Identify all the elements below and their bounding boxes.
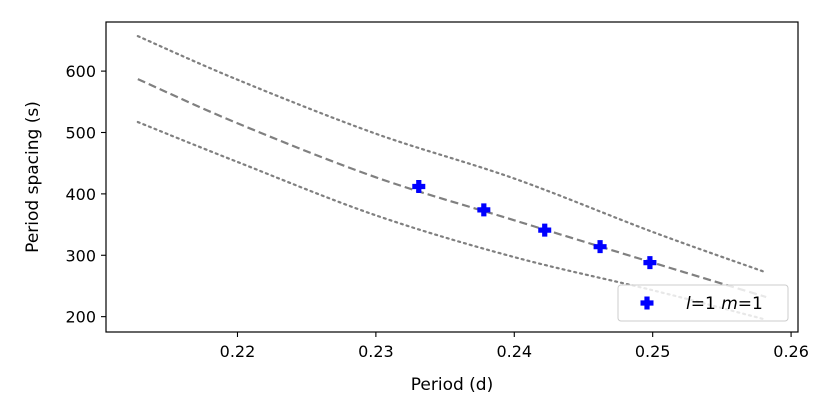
x-tick-label: 0.22 (220, 342, 256, 361)
y-tick-label: 300 (65, 246, 96, 265)
legend-l-value: =1 (691, 294, 721, 314)
data-point (412, 180, 426, 194)
legend-m-symbol: m (721, 294, 738, 314)
legend: l=1 m=1 (617, 284, 789, 322)
x-axis-ticks: 0.22 0.23 0.24 0.25 0.26 (220, 332, 809, 361)
x-tick-label: 0.26 (773, 342, 809, 361)
data-points (412, 180, 657, 270)
y-axis-ticks: 200 300 400 500 600 (65, 62, 106, 327)
model-line-dotted-0 (136, 35, 768, 274)
x-tick-label: 0.24 (496, 342, 532, 361)
data-point (593, 240, 607, 254)
y-tick-label: 400 (65, 185, 96, 204)
legend-plus-icon (640, 296, 654, 310)
x-tick-label: 0.25 (635, 342, 671, 361)
y-axis-label: Period spacing (s) (23, 101, 43, 253)
data-point (477, 203, 491, 217)
x-axis-label: Period (d) (411, 375, 493, 395)
model-lines (136, 35, 768, 321)
x-tick-label: 0.23 (358, 342, 394, 361)
legend-l-symbol: l (686, 294, 691, 314)
y-tick-label: 200 (65, 308, 96, 327)
plot-frame (105, 21, 799, 333)
model-line-dashed (137, 78, 767, 299)
legend-label: l=1 m=1 (686, 294, 763, 314)
legend-marker-plus-icon (640, 296, 654, 310)
legend-m-value: =1 (738, 294, 763, 314)
data-point (643, 256, 657, 270)
legend-box (617, 284, 789, 322)
data-point (538, 223, 552, 237)
y-tick-label: 500 (65, 123, 96, 142)
y-tick-label: 600 (65, 62, 96, 81)
